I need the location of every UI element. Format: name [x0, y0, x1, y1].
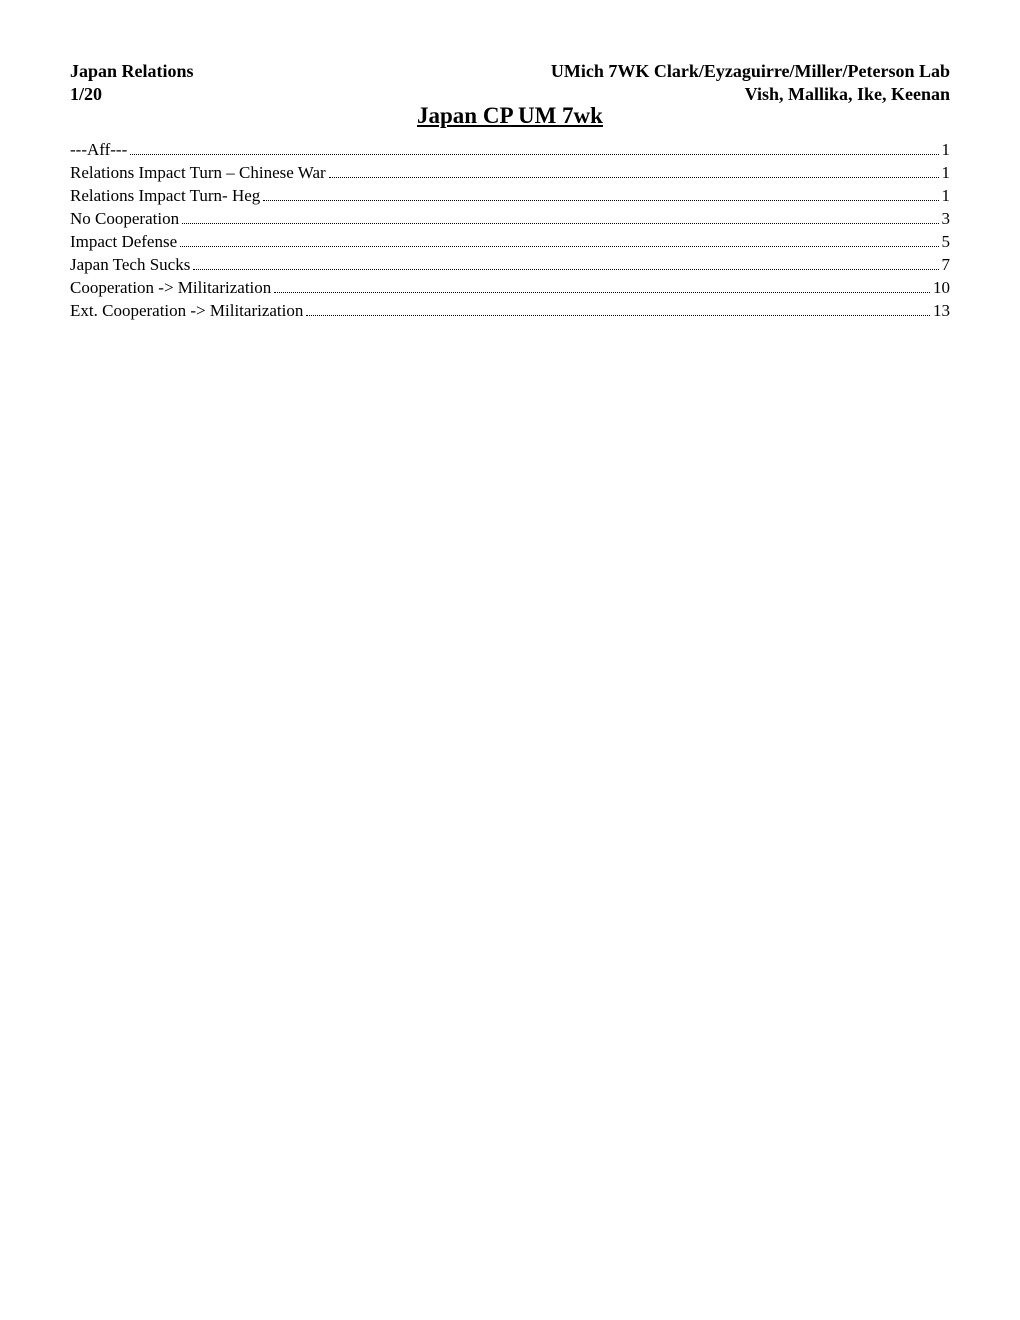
toc-row: No Cooperation 3	[70, 208, 950, 231]
toc-dots	[130, 140, 938, 155]
toc-row: Ext. Cooperation -> Militarization 13	[70, 300, 950, 323]
document-page: Japan Relations 1/20 UMich 7WK Clark/Eyz…	[0, 0, 1020, 1320]
toc-page: 3	[942, 208, 951, 231]
header-right-line1: UMich 7WK Clark/Eyzaguirre/Miller/Peters…	[551, 60, 950, 83]
toc-dots	[263, 185, 938, 200]
toc-page: 1	[942, 139, 951, 162]
document-title: Japan CP UM 7wk	[417, 103, 603, 129]
toc-label: Relations Impact Turn – Chinese War	[70, 162, 326, 185]
title-wrap: Japan CP UM 7wk	[70, 103, 950, 129]
toc-dots	[193, 254, 938, 269]
toc-dots	[306, 300, 930, 315]
header-left-line2: 1/20	[70, 83, 194, 106]
toc-page: 1	[942, 162, 951, 185]
toc-label: Cooperation -> Militarization	[70, 277, 271, 300]
toc-page: 5	[942, 231, 951, 254]
page-header: Japan Relations 1/20 UMich 7WK Clark/Eyz…	[70, 60, 950, 105]
toc-label: No Cooperation	[70, 208, 179, 231]
toc-page: 10	[933, 277, 950, 300]
table-of-contents: ---Aff--- 1 Relations Impact Turn – Chin…	[70, 139, 950, 323]
toc-page: 7	[942, 254, 951, 277]
header-left: Japan Relations 1/20	[70, 60, 194, 105]
toc-dots	[329, 163, 939, 178]
toc-label: Japan Tech Sucks	[70, 254, 190, 277]
toc-label: Impact Defense	[70, 231, 177, 254]
header-left-line1: Japan Relations	[70, 60, 194, 83]
toc-label: Ext. Cooperation -> Militarization	[70, 300, 303, 323]
toc-row: Impact Defense 5	[70, 231, 950, 254]
toc-label: Relations Impact Turn- Heg	[70, 185, 260, 208]
toc-row: Japan Tech Sucks 7	[70, 254, 950, 277]
toc-dots	[180, 231, 938, 246]
header-right: UMich 7WK Clark/Eyzaguirre/Miller/Peters…	[551, 60, 950, 105]
toc-dots	[274, 277, 930, 292]
toc-row: Relations Impact Turn- Heg 1	[70, 185, 950, 208]
toc-dots	[182, 208, 938, 223]
toc-row: Relations Impact Turn – Chinese War 1	[70, 162, 950, 185]
toc-page: 1	[942, 185, 951, 208]
toc-page: 13	[933, 300, 950, 323]
header-right-line2: Vish, Mallika, Ike, Keenan	[551, 83, 950, 106]
toc-row: ---Aff--- 1	[70, 139, 950, 162]
toc-label: ---Aff---	[70, 139, 127, 162]
toc-row: Cooperation -> Militarization 10	[70, 277, 950, 300]
